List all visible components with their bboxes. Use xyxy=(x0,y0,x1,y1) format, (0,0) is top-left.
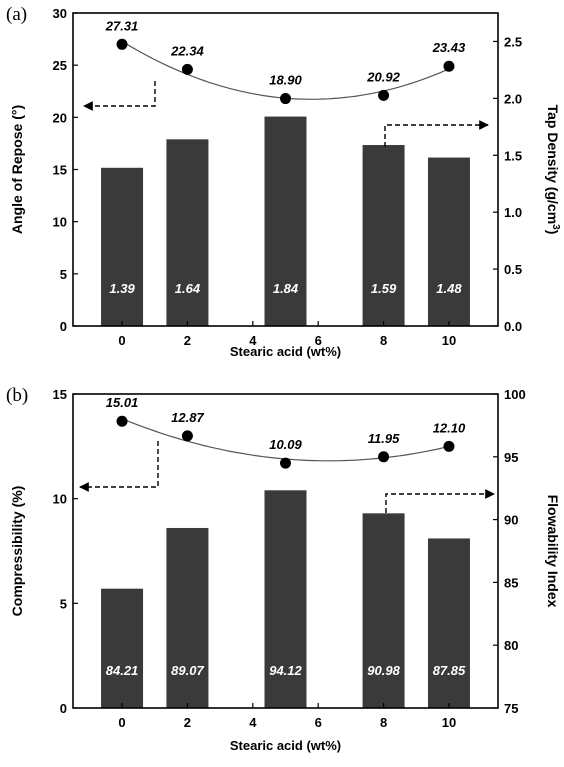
y-right-tick-label-b-3: 90 xyxy=(504,513,518,528)
bar-label-b-1: 89.07 xyxy=(171,663,204,678)
y-right-title-b: Flowability Index xyxy=(545,495,561,608)
y-right-tick-label-a-4: 2.0 xyxy=(504,91,522,106)
bar-label-b-0: 84.21 xyxy=(106,663,139,678)
bar-a-3 xyxy=(362,145,405,326)
panel-a: (a) 1.39 1.64 1.84 1.59 1.480510152025300.00… xyxy=(6,4,562,359)
y-right-tick-label-b-0: 75 xyxy=(504,701,518,716)
bar-label-a-4: 1.48 xyxy=(436,281,462,296)
y-right-tick-label-a-5: 2.5 xyxy=(504,34,522,49)
bar-label-a-1: 1.64 xyxy=(175,281,201,296)
y-right-title-close-a: ) xyxy=(545,230,561,235)
x-tick-label-a-3: 6 xyxy=(315,333,322,348)
point-label-b-3: 11.95 xyxy=(368,431,400,446)
y-right-tick-label-a-1: 0.5 xyxy=(504,262,522,277)
y-right-tick-label-b-2: 85 xyxy=(504,575,518,590)
x-axis-title-b: Stearic acid (wt%) xyxy=(230,738,341,753)
x-tick-label-b-2: 4 xyxy=(249,715,257,730)
y-left-tick-label-a-6: 30 xyxy=(53,6,67,21)
y-right-tick-label-a-2: 1.0 xyxy=(504,205,522,220)
bar-label-b-2: 94.12 xyxy=(269,663,302,678)
point-b-4 xyxy=(443,440,455,452)
bar-b-1 xyxy=(166,527,209,708)
panel-b: (b) 84.21 89.07 94.12 90.98 87.8505101575808… xyxy=(6,385,561,753)
bar-label-a-0: 1.39 xyxy=(109,281,135,296)
x-tick-label-b-0: 0 xyxy=(118,715,125,730)
point-a-4 xyxy=(443,60,455,72)
y-left-tick-label-b-3: 15 xyxy=(53,387,67,402)
y-right-tick-label-a-3: 1.5 xyxy=(504,148,522,163)
y-right-tick-label-b-1: 80 xyxy=(504,638,518,653)
right-axis-arrow-a xyxy=(384,120,489,147)
y-left-title-b: Compressibility (%) xyxy=(9,486,25,617)
bar-label-a-3: 1.59 xyxy=(371,281,397,296)
bar-label-b-3: 90.98 xyxy=(367,663,400,678)
point-label-a-3: 20.92 xyxy=(366,69,400,84)
left-axis-arrow-b xyxy=(79,441,159,492)
y-left-tick-label-a-2: 10 xyxy=(53,215,67,230)
bar-b-0 xyxy=(101,588,144,708)
bar-label-a-2: 1.84 xyxy=(273,281,299,296)
y-right-tick-label-b-4: 95 xyxy=(504,450,518,465)
bar-a-0 xyxy=(101,167,144,326)
panel-label-b: (b) xyxy=(6,385,28,406)
x-tick-label-b-4: 8 xyxy=(380,715,387,730)
x-tick-label-b-5: 10 xyxy=(442,715,456,730)
x-tick-label-b-1: 2 xyxy=(184,715,191,730)
point-label-b-0: 15.01 xyxy=(106,395,139,410)
point-a-3 xyxy=(378,89,390,101)
point-a-2 xyxy=(280,93,291,105)
point-a-0 xyxy=(116,38,128,50)
point-b-3 xyxy=(378,451,390,463)
x-tick-label-a-0: 0 xyxy=(118,333,125,348)
right-axis-arrow-b xyxy=(385,489,495,513)
point-label-b-4: 12.10 xyxy=(433,420,466,435)
y-left-tick-label-a-3: 15 xyxy=(53,163,67,178)
x-tick-label-a-4: 8 xyxy=(380,333,387,348)
x-tick-label-a-1: 2 xyxy=(184,333,191,348)
x-tick-label-a-5: 10 xyxy=(442,333,456,348)
point-b-0 xyxy=(116,415,128,427)
y-right-title-superscript-a: 3 xyxy=(551,224,562,230)
panel-label-a: (a) xyxy=(6,4,27,25)
x-axis-title-a: Stearic acid (wt%) xyxy=(230,344,341,359)
point-label-a-2: 18.90 xyxy=(269,73,302,88)
y-left-tick-label-a-5: 25 xyxy=(53,58,67,73)
y-left-tick-label-a-4: 20 xyxy=(53,110,67,125)
bar-b-4 xyxy=(427,538,470,708)
plot-frame-b xyxy=(72,393,499,709)
bar-b-2 xyxy=(264,490,307,708)
bar-b-3 xyxy=(362,513,405,708)
x-tick-label-b-3: 6 xyxy=(315,715,322,730)
bar-a-2 xyxy=(264,116,307,326)
bar-label-b-4: 87.85 xyxy=(433,663,466,678)
y-left-tick-label-b-2: 10 xyxy=(53,492,67,507)
point-label-b-1: 12.87 xyxy=(171,410,204,425)
bar-a-1 xyxy=(166,139,209,326)
point-label-a-1: 22.34 xyxy=(170,43,204,58)
point-label-b-2: 10.09 xyxy=(269,437,302,452)
point-b-2 xyxy=(280,457,291,469)
point-label-a-4: 23.43 xyxy=(432,40,466,55)
y-right-tick-label-b-5: 100 xyxy=(504,387,526,402)
y-left-tick-label-b-0: 0 xyxy=(60,701,67,716)
y-right-title-a: Tap Density (g/cm3) xyxy=(545,105,562,235)
y-left-title-a: Angle of Repose (°) xyxy=(9,105,25,234)
point-label-a-0: 27.31 xyxy=(105,18,139,33)
point-b-1 xyxy=(181,430,193,442)
y-left-tick-label-b-1: 5 xyxy=(60,596,67,611)
y-left-tick-label-a-1: 5 xyxy=(60,267,67,282)
left-axis-arrow-a xyxy=(83,81,156,111)
y-left-tick-label-a-0: 0 xyxy=(60,319,67,334)
x-tick-label-a-2: 4 xyxy=(249,333,257,348)
point-a-1 xyxy=(181,63,193,75)
y-right-tick-label-a-0: 0.0 xyxy=(504,319,522,334)
bar-a-4 xyxy=(427,157,470,326)
